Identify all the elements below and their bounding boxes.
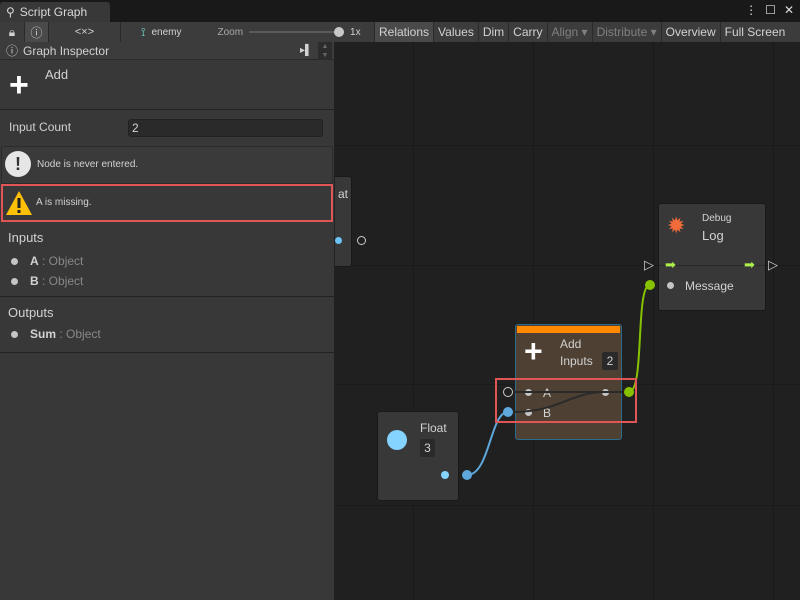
variables-button[interactable]: <×> (49, 22, 121, 42)
float-node[interactable]: Float 3 (377, 411, 459, 501)
bug-icon: ✹ (667, 213, 686, 238)
a-input-connector (503, 387, 513, 397)
message-port[interactable] (667, 282, 674, 289)
info-icon: ⓘ (6, 44, 19, 58)
relations-button[interactable]: Relations (375, 22, 435, 42)
hierarchy-icon: ⚲ (6, 5, 15, 19)
flow-in-arrow-icon[interactable]: ➡ (665, 257, 676, 272)
float-connector (462, 470, 472, 480)
align-dropdown[interactable]: Align ▾ (548, 22, 593, 42)
tab-script-graph[interactable]: ⚲ Script Graph (0, 2, 110, 22)
info-icon: ⓘ (30, 25, 43, 40)
flow-input-triangle-icon[interactable]: ▷ (644, 257, 654, 272)
output-port[interactable] (335, 237, 342, 244)
sum-output-connector (624, 387, 634, 397)
carry-button[interactable]: Carry (509, 22, 548, 42)
output-port-sum: Sum : Object (0, 324, 334, 344)
highlight-rect (495, 378, 637, 423)
port-hollow[interactable] (357, 236, 366, 245)
zoom-slider[interactable] (249, 27, 345, 37)
add-node[interactable]: + Add Inputs 2 A B (515, 324, 622, 440)
input-count-field[interactable]: 2 (128, 119, 323, 137)
zoom-slider-thumb[interactable] (334, 27, 345, 37)
inspector-title: Graph Inspector (23, 43, 110, 58)
sum-to-message-connection (628, 284, 651, 393)
float-value-field[interactable]: 3 (420, 439, 435, 457)
node-title: Add (45, 67, 69, 82)
more-icon[interactable]: ⋮ (745, 3, 758, 17)
title-bar (0, 0, 800, 22)
message-input-connector (645, 280, 655, 290)
lock-button[interactable]: 🔒︎ (0, 22, 25, 42)
flow-output-triangle-icon[interactable]: ▷ (768, 257, 778, 272)
overview-button[interactable]: Overview (662, 22, 721, 42)
b-input-connector (503, 407, 513, 417)
add-icon: + (524, 333, 543, 369)
full-screen-button[interactable]: Full Screen (724, 25, 786, 39)
scroll-arrows[interactable]: ▲ ▼ (318, 42, 332, 60)
flow-out-arrow-icon[interactable]: ➡ (744, 257, 755, 272)
input-port-b: B : Object (0, 271, 334, 291)
graph-name[interactable]: enemy (151, 26, 182, 38)
port-b[interactable] (525, 409, 532, 416)
dim-button[interactable]: Dim (479, 22, 510, 42)
close-icon[interactable]: ✕ (783, 3, 794, 17)
toolbar: 🔒︎ ⓘ <×> ⟟ enemy Zoom 1x Relations Value… (0, 22, 800, 42)
dock-icon[interactable]: ▸▌ (300, 45, 313, 56)
distribute-dropdown[interactable]: Distribute ▾ (593, 22, 662, 42)
debug-log-node[interactable]: ✹ Debug Log ➡ ➡ Message (658, 203, 766, 311)
values-button[interactable]: Values (434, 22, 479, 42)
warning-message: A is missing. (1, 184, 333, 222)
graph-inspector: ⓘ Graph Inspector ▸▌ ▲ ▼ + Add Input Coun… (0, 42, 335, 600)
float-to-b-connection (466, 411, 509, 476)
maximize-icon[interactable]: ☐ (765, 3, 776, 17)
info-message: ! Node is never entered. (1, 146, 333, 184)
float-output-port[interactable] (441, 471, 449, 479)
warning-icon (6, 191, 32, 215)
info-button[interactable]: ⓘ (25, 22, 49, 42)
add-icon: + (9, 66, 29, 104)
info-bubble-icon: ! (5, 151, 31, 177)
inputs-count-field[interactable]: 2 (602, 352, 618, 370)
float-icon (387, 430, 407, 450)
lock-icon: 🔒︎ (8, 24, 16, 39)
graph-icon: ⟟ (141, 24, 146, 39)
input-port-a: A : Object (0, 251, 334, 271)
variables-icon: <×> (74, 26, 95, 38)
